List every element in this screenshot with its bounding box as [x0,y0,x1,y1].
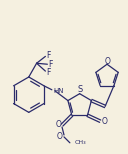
Text: HN: HN [54,88,64,94]
Text: S: S [77,85,82,94]
Text: F: F [48,60,52,69]
Text: O: O [56,132,62,141]
Text: O: O [55,120,61,129]
Text: O: O [101,117,107,126]
Text: F: F [46,68,51,77]
Text: O: O [105,57,111,66]
Text: CH₃: CH₃ [75,140,86,145]
Text: F: F [46,51,51,60]
